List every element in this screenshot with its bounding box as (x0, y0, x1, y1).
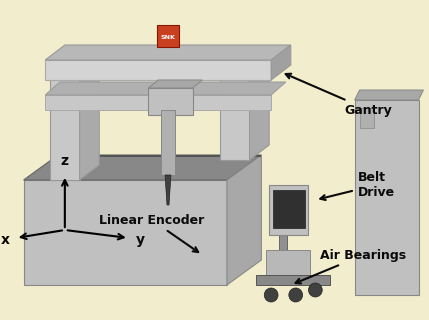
Polygon shape (227, 155, 261, 285)
Polygon shape (45, 82, 286, 95)
Circle shape (264, 288, 278, 302)
Polygon shape (250, 55, 269, 160)
Polygon shape (80, 55, 99, 180)
Polygon shape (45, 60, 271, 80)
Polygon shape (161, 110, 175, 175)
Polygon shape (45, 95, 271, 110)
Text: Belt
Drive: Belt Drive (320, 171, 395, 200)
Polygon shape (50, 70, 80, 180)
Polygon shape (148, 88, 193, 115)
Polygon shape (24, 180, 227, 285)
Text: Gantry: Gantry (286, 74, 393, 116)
Polygon shape (165, 175, 171, 205)
Text: SNK: SNK (160, 35, 175, 39)
Text: x: x (1, 233, 10, 247)
Text: Air Bearings: Air Bearings (296, 249, 406, 284)
Bar (157, 25, 179, 47)
Polygon shape (45, 45, 291, 60)
Circle shape (308, 283, 322, 297)
Polygon shape (220, 70, 250, 160)
Bar (360, 108, 374, 128)
Polygon shape (24, 155, 261, 180)
Polygon shape (273, 190, 305, 228)
Polygon shape (271, 45, 291, 80)
Text: y: y (136, 233, 145, 247)
Polygon shape (148, 80, 202, 88)
Polygon shape (58, 155, 261, 157)
Polygon shape (266, 250, 311, 280)
Circle shape (289, 288, 302, 302)
Text: Linear Encoder: Linear Encoder (99, 213, 205, 252)
Text: z: z (61, 154, 69, 168)
Polygon shape (269, 185, 308, 235)
Bar (355, 100, 419, 295)
Polygon shape (257, 275, 330, 285)
Polygon shape (355, 90, 423, 100)
Bar (279, 200, 287, 270)
